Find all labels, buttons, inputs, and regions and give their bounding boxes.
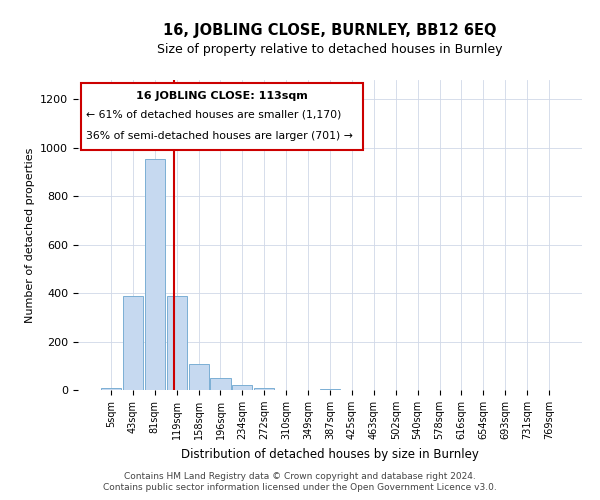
Bar [254,388,274,390]
Y-axis label: Number of detached properties: Number of detached properties [25,148,35,322]
Bar [211,378,230,390]
Bar [188,364,209,390]
Text: ← 61% of detached houses are smaller (1,170): ← 61% of detached houses are smaller (1,… [86,110,341,120]
Text: Size of property relative to detached houses in Burnley: Size of property relative to detached ho… [157,42,503,56]
Text: Contains public sector information licensed under the Open Government Licence v3: Contains public sector information licen… [103,484,497,492]
Text: Contains HM Land Registry data © Crown copyright and database right 2024.: Contains HM Land Registry data © Crown c… [124,472,476,481]
Bar [167,296,187,390]
Text: 16 JOBLING CLOSE: 113sqm: 16 JOBLING CLOSE: 113sqm [136,91,308,101]
FancyBboxPatch shape [80,83,363,150]
Bar [101,388,121,390]
Text: 36% of semi-detached houses are larger (701) →: 36% of semi-detached houses are larger (… [86,131,352,141]
Bar [320,389,340,390]
Text: 16, JOBLING CLOSE, BURNLEY, BB12 6EQ: 16, JOBLING CLOSE, BURNLEY, BB12 6EQ [163,22,497,38]
X-axis label: Distribution of detached houses by size in Burnley: Distribution of detached houses by size … [181,448,479,460]
Bar [232,385,253,390]
Bar [123,296,143,390]
Bar [145,158,165,390]
